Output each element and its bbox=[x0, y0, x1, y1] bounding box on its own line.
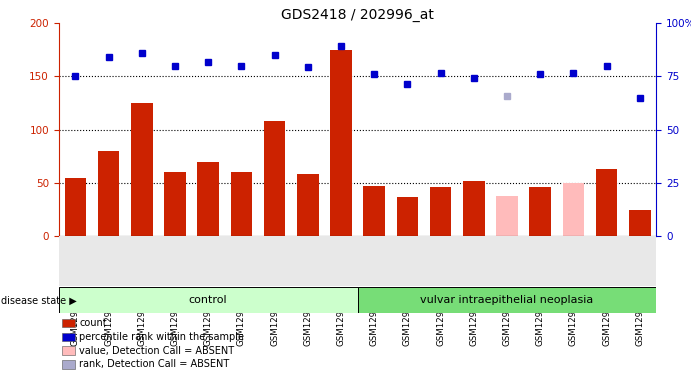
Text: disease state ▶: disease state ▶ bbox=[1, 295, 77, 305]
Text: percentile rank within the sample: percentile rank within the sample bbox=[79, 332, 245, 342]
Bar bbox=[297, 174, 319, 236]
Bar bbox=[231, 172, 252, 236]
Bar bbox=[596, 169, 618, 236]
Bar bbox=[397, 197, 418, 236]
Bar bbox=[59, 287, 358, 313]
Text: count: count bbox=[79, 318, 107, 328]
Text: control: control bbox=[189, 295, 227, 305]
Bar bbox=[430, 187, 451, 236]
Bar bbox=[131, 103, 153, 236]
Bar bbox=[496, 196, 518, 236]
Bar bbox=[64, 177, 86, 236]
Bar bbox=[358, 287, 656, 313]
Title: GDS2418 / 202996_at: GDS2418 / 202996_at bbox=[281, 8, 434, 22]
Bar bbox=[198, 162, 219, 236]
Text: vulvar intraepithelial neoplasia: vulvar intraepithelial neoplasia bbox=[420, 295, 594, 305]
Text: rank, Detection Call = ABSENT: rank, Detection Call = ABSENT bbox=[79, 359, 229, 369]
Bar bbox=[363, 186, 385, 236]
Bar bbox=[97, 151, 120, 236]
Bar bbox=[629, 210, 651, 236]
Text: value, Detection Call = ABSENT: value, Detection Call = ABSENT bbox=[79, 346, 234, 356]
Bar bbox=[164, 172, 186, 236]
Bar bbox=[330, 50, 352, 236]
Bar bbox=[264, 121, 285, 236]
Bar bbox=[529, 187, 551, 236]
Bar bbox=[463, 181, 484, 236]
Bar bbox=[562, 183, 584, 236]
